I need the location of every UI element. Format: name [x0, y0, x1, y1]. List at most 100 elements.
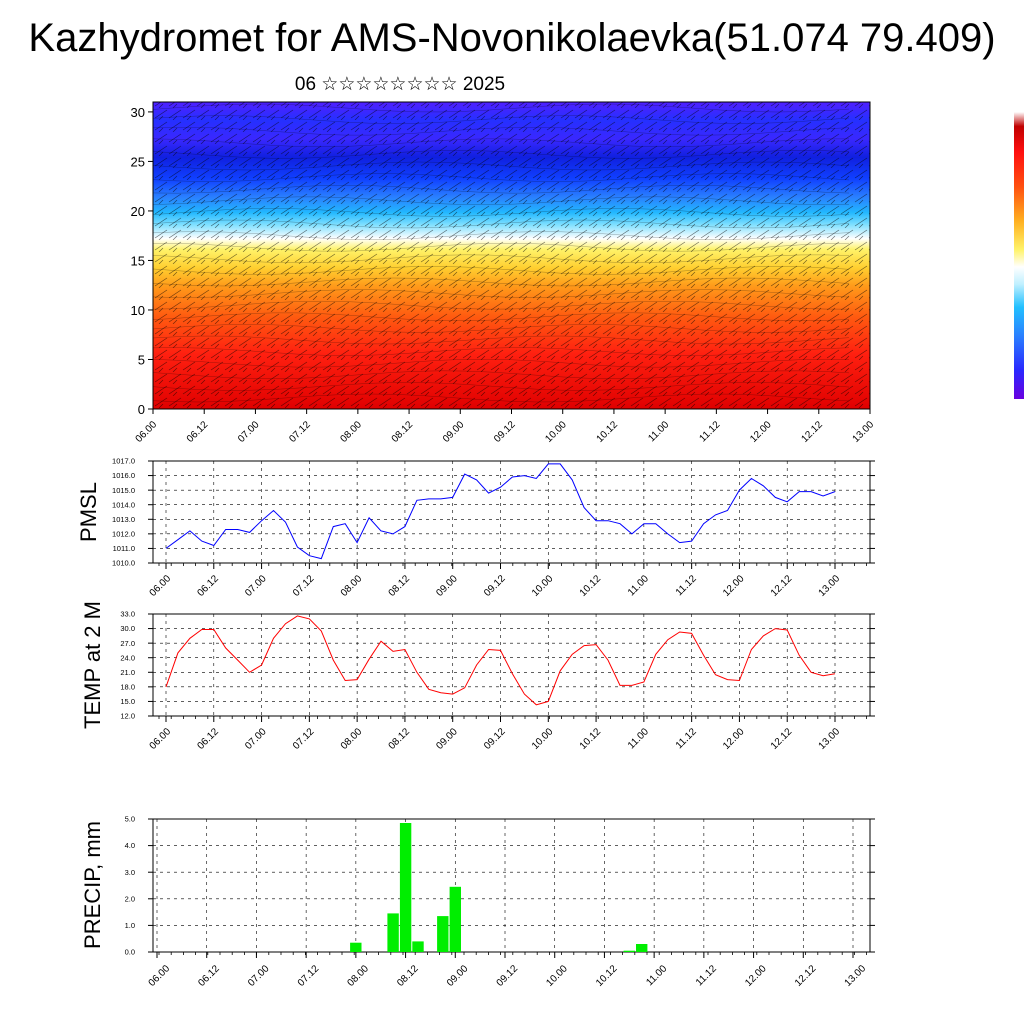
precip-panel: 0.0 1.0 2.0 3.0 4.0 5.0 06.00 06.12 07.00 07.12 08…	[80, 815, 875, 989]
pmsl-xtick-label: 10.00	[530, 573, 556, 599]
temp-ytick-label: 21.0	[120, 668, 135, 677]
contour-line	[152, 150, 850, 159]
pmsl-xtick-label: 10.12	[578, 573, 604, 599]
temp-xtick-label: 07.00	[243, 726, 269, 752]
precip-xtick-label: 10.00	[544, 963, 570, 989]
precip-xtick-label: 13.00	[843, 963, 869, 989]
pmsl-frame	[152, 460, 871, 564]
pmsl-xtick-label: 07.00	[243, 573, 269, 599]
temp-ytick-label: 24.0	[120, 653, 135, 662]
precip-xtick-label: 11.12	[694, 963, 719, 988]
precip-xtick-label: 08.00	[346, 963, 372, 989]
contour-line	[152, 393, 850, 403]
precip-bar	[399, 823, 412, 952]
pmsl-axes: 1010.0 1011.0 1012.0 1013.0 1014.0 1015.0 1016…	[112, 457, 875, 599]
precip-bar	[350, 942, 362, 952]
contour-line	[152, 103, 850, 113]
precip-xtick-label: 07.12	[296, 963, 322, 989]
pmsl-series-line	[165, 463, 836, 560]
cross-section-xtick-label: 09.00	[441, 419, 467, 445]
precip-ytick-label: 4.0	[125, 841, 135, 850]
precip-ytick-label: 2.0	[125, 894, 135, 903]
temp-ytick-label: 18.0	[120, 682, 135, 691]
pmsl-xtick-label: 06.00	[148, 573, 174, 599]
contour-line	[152, 196, 850, 206]
precip-bars	[350, 823, 648, 952]
pmsl-xtick-label: 11.12	[674, 573, 699, 598]
temp-xtick-label: 09.12	[482, 726, 508, 752]
contour-line	[152, 126, 850, 136]
contour-line	[152, 115, 850, 124]
pmsl-xtick-label: 12.12	[769, 573, 795, 599]
cross-section-ytick-label: 10	[131, 303, 145, 318]
cross-section-xtick-label: 12.12	[799, 419, 825, 445]
pmsl-xtick-label: 12.00	[721, 573, 747, 599]
precip-bar	[636, 944, 648, 952]
precip-bar	[437, 916, 449, 952]
pmsl-xtick-label: 06.12	[195, 573, 221, 599]
precip-xtick-label: 11.00	[644, 963, 669, 988]
cross-section-xtick-label: 10.00	[543, 419, 569, 445]
precip-ylabel: PRECIP, mm	[80, 821, 105, 949]
cross-section-xtick-label: 09.12	[492, 419, 518, 445]
precip-xtick-label: 06.00	[147, 963, 173, 989]
cross-section-xtick-label: 10.12	[595, 419, 621, 445]
contour-line	[152, 161, 850, 171]
temp-xtick-label: 11.12	[674, 726, 699, 751]
page-subtitle: 06 ☆☆☆☆☆☆☆☆ 2025	[294, 74, 506, 95]
temp-ylabel: TEMP at 2 M	[80, 601, 105, 729]
contour-line	[152, 138, 850, 148]
pmsl-ytick-label: 1010.0	[112, 559, 135, 568]
precip-xtick-label: 06.12	[196, 963, 222, 989]
temp-xtick-label: 08.12	[387, 726, 413, 752]
contour-line	[152, 347, 850, 356]
temp-ytick-label: 15.0	[120, 697, 135, 706]
pmsl-ytick-label: 1013.0	[112, 515, 135, 524]
temp-panel: 12.0 15.0 18.0 21.0 24.0 27.0 30.0 33.0 06.00 06.…	[80, 601, 875, 752]
contour-line	[152, 242, 850, 252]
temp-xtick-label: 08.00	[339, 726, 365, 752]
pmsl-ytick-label: 1014.0	[112, 500, 135, 509]
cross-section-xtick-label: 13.00	[851, 419, 877, 445]
pmsl-xtick-label: 08.12	[387, 573, 413, 599]
pmsl-ytick-label: 1017.0	[112, 457, 135, 466]
cross-section-panel: 06.00 06.12 07.00 07.12 08.00 08.12 09.00 09.12…	[131, 101, 877, 445]
precip-xtick-label: 09.12	[495, 963, 521, 989]
pmsl-ytick-label: 1012.0	[112, 529, 135, 538]
contour-line	[152, 300, 850, 310]
contour-line	[152, 219, 850, 229]
pmsl-ytick-label: 1011.0	[113, 544, 135, 553]
temp-ytick-label: 30.0	[120, 624, 135, 633]
precip-bar	[412, 941, 424, 952]
temp-xtick-label: 10.12	[578, 726, 604, 752]
cross-section-xtick-label: 06.12	[185, 419, 211, 445]
cross-section-ytick-label: 20	[131, 204, 145, 219]
pmsl-xtick-label: 09.12	[482, 573, 508, 599]
precip-bar	[449, 886, 461, 952]
temp-xtick-label: 11.00	[626, 726, 651, 751]
precip-xtick-label: 09.00	[445, 963, 471, 989]
cross-section-ytick-label: 30	[131, 105, 145, 120]
pmsl-ytick-label: 1016.0	[112, 471, 135, 480]
contour-line	[152, 184, 850, 194]
precip-xtick-label: 07.00	[246, 963, 272, 989]
contour-line	[152, 208, 850, 217]
contour-line	[152, 231, 850, 240]
cross-section-xtick-label: 08.00	[339, 419, 365, 445]
temp-ytick-label: 12.0	[120, 712, 135, 721]
temp-xtick-label: 10.00	[530, 726, 556, 752]
contour-line	[152, 173, 850, 182]
pmsl-ylabel: PMSL	[76, 482, 101, 542]
cross-section-ytick-label: 15	[131, 253, 145, 268]
pmsl-panel: 1010.0 1011.0 1012.0 1013.0 1014.0 1015.0 1016…	[76, 457, 875, 599]
temp-frame	[152, 613, 871, 717]
cross-section-xtick-label: 11.12	[698, 419, 723, 444]
cross-section-ytick-label: 5	[138, 352, 145, 367]
pmsl-xtick-label: 07.12	[291, 573, 317, 599]
page-title: Kazhydromet for AMS-Novonikolaevka(51.07…	[28, 16, 996, 60]
cross-section-ytick-label: 0	[138, 402, 145, 417]
temp-ytick-label: 27.0	[120, 639, 135, 648]
precip-grid	[153, 819, 870, 958]
pmsl-xtick-label: 13.00	[817, 573, 843, 599]
